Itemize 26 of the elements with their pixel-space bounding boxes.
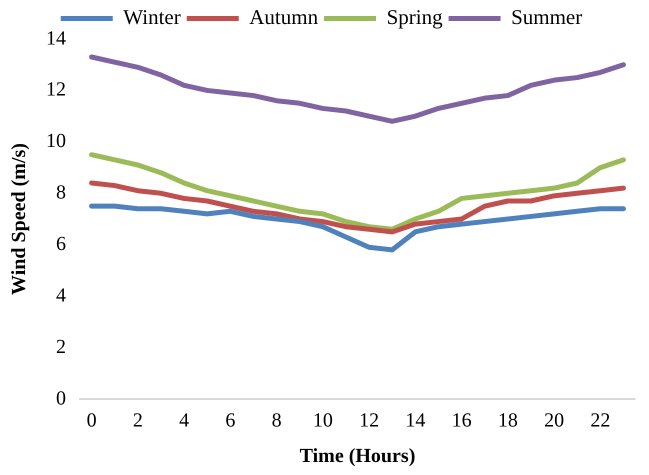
- x-tick-label: 8: [272, 409, 282, 432]
- legend-label: Winter: [123, 5, 181, 30]
- x-axis-title: Time (Hours): [300, 445, 416, 468]
- legend-label: Summer: [511, 5, 582, 30]
- x-tick-label: 6: [225, 409, 236, 432]
- x-tick-label: 20: [544, 409, 564, 432]
- legend-label: Spring: [386, 5, 444, 30]
- y-tick-label: 12: [46, 78, 66, 101]
- x-tick-label: 16: [452, 409, 472, 432]
- y-tick-label: 0: [56, 387, 66, 410]
- x-tick-label: 22: [590, 409, 610, 432]
- x-tick-label: 12: [359, 409, 380, 432]
- y-tick-label: 8: [56, 182, 66, 204]
- y-tick-label: 14: [46, 27, 66, 50]
- y-tick-label: 2: [56, 336, 66, 358]
- y-tick-label: 6: [56, 232, 66, 255]
- x-tick-label: 10: [312, 409, 333, 432]
- x-tick-label: 4: [179, 409, 190, 432]
- x-tick-label: 18: [498, 409, 518, 432]
- y-tick-label: 4: [56, 284, 66, 306]
- x-tick-label: 14: [405, 409, 426, 432]
- x-tick-label: 2: [132, 409, 143, 432]
- y-axis-title: Wind Speed (m/s): [8, 143, 30, 295]
- x-tick-label: 0: [86, 409, 97, 432]
- y-tick-label: 10: [46, 130, 66, 152]
- legend-label: Autumn: [249, 5, 319, 30]
